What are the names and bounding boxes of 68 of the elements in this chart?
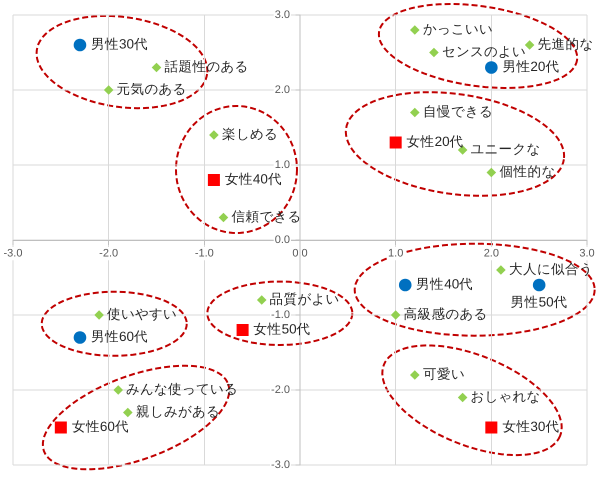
y-tick-label: -2.0 bbox=[271, 384, 290, 396]
y-tick-label: 1.0 bbox=[274, 159, 290, 172]
series-label: みんな使っている bbox=[126, 382, 238, 397]
point bbox=[236, 324, 249, 336]
series-label: 自慢できる bbox=[422, 104, 493, 120]
x-tick-label: 3.0 bbox=[579, 248, 595, 260]
y-tick-label: 2.0 bbox=[274, 84, 290, 96]
point bbox=[54, 421, 67, 434]
series-label: 元気のある bbox=[116, 82, 187, 97]
point bbox=[74, 331, 86, 344]
point bbox=[104, 85, 114, 95]
point bbox=[113, 385, 124, 395]
point bbox=[532, 278, 546, 292]
point bbox=[208, 174, 220, 186]
point bbox=[398, 278, 412, 292]
x-tick-label: 2.0 bbox=[484, 248, 499, 260]
series-label: 信頼できる bbox=[231, 209, 302, 224]
series-label: 男性20代 bbox=[502, 59, 560, 74]
point bbox=[152, 62, 162, 72]
series-label: 男性40代 bbox=[416, 276, 474, 292]
point bbox=[410, 370, 420, 380]
y-tick-label: -3.0 bbox=[271, 459, 290, 472]
series-label: 使いやすい bbox=[107, 306, 178, 322]
y-tick-label: -1.0 bbox=[271, 309, 290, 322]
x-tick-label: -2.0 bbox=[99, 248, 118, 260]
point bbox=[458, 392, 468, 402]
series-label: 男性60代 bbox=[90, 329, 148, 344]
series-label: 話題性のある bbox=[164, 59, 248, 74]
point bbox=[74, 38, 86, 52]
point bbox=[524, 40, 534, 50]
x-tick-label: 1.0 bbox=[388, 248, 404, 260]
point bbox=[486, 168, 496, 178]
point bbox=[209, 130, 219, 140]
point bbox=[485, 61, 498, 74]
series-label: 女性40代 bbox=[224, 172, 282, 187]
x-tick-label: -3.0 bbox=[4, 248, 22, 260]
point bbox=[410, 25, 420, 35]
series-label: 個性的な bbox=[499, 164, 556, 180]
point bbox=[256, 295, 267, 305]
point bbox=[496, 265, 506, 275]
point bbox=[390, 310, 400, 320]
point bbox=[390, 136, 402, 149]
point bbox=[429, 48, 439, 58]
series-label: 女性60代 bbox=[72, 419, 129, 434]
series-label: 男性50代 bbox=[510, 294, 568, 310]
series-label: 女性30代 bbox=[502, 419, 560, 434]
series-label: おしゃれな bbox=[470, 389, 541, 404]
series-label: かっこいい bbox=[422, 22, 493, 37]
series-label: センスのよい bbox=[442, 44, 526, 60]
point bbox=[123, 408, 133, 418]
point bbox=[410, 108, 420, 118]
point bbox=[94, 310, 104, 320]
series-label: 女性20代 bbox=[406, 134, 464, 150]
series-label: 親しみがある bbox=[136, 404, 220, 420]
y-tick-label: 0.0 bbox=[274, 234, 290, 246]
x-tick-label: 0.0 bbox=[292, 248, 308, 260]
series-label: 女性50代 bbox=[254, 322, 311, 337]
x-tick-label: -1.0 bbox=[194, 248, 214, 260]
series-label: 男性30代 bbox=[90, 36, 148, 52]
series-label: 品質がよい bbox=[270, 292, 340, 307]
point bbox=[218, 212, 228, 222]
series-label: 楽しめる bbox=[222, 126, 278, 142]
point bbox=[485, 421, 498, 434]
series-label: ユニークな bbox=[470, 142, 541, 157]
series-label: 高級感のある bbox=[404, 306, 488, 322]
y-tick-label: 3.0 bbox=[274, 9, 290, 22]
series-label: 先進的な bbox=[538, 36, 594, 52]
series-label: 可愛い bbox=[422, 366, 465, 382]
